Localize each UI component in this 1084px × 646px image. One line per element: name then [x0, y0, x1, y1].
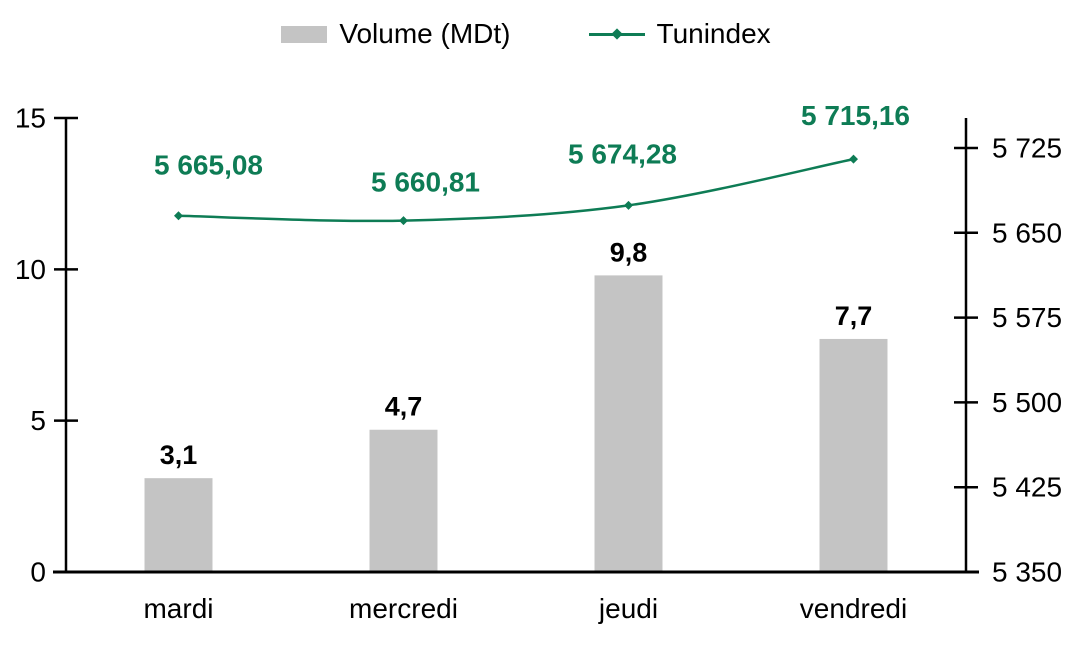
tunindex-marker-vendredi	[849, 154, 858, 164]
x-axis-category-label: vendredi	[800, 593, 907, 624]
volume-data-label: 4,7	[385, 392, 423, 422]
tunindex-marker-mardi	[174, 211, 183, 221]
tunindex-data-label: 5 660,81	[371, 167, 480, 198]
right-axis-tick-label: 5 725	[992, 133, 1062, 164]
x-axis-category-label: jeudi	[598, 593, 658, 624]
tunindex-marker-jeudi	[624, 200, 633, 210]
bar-swatch-icon	[281, 25, 328, 43]
volume-data-label: 9,8	[610, 237, 648, 267]
right-axis-tick-label: 5 350	[992, 557, 1062, 588]
left-axis-tick-label: 15	[15, 103, 46, 134]
volume-bar-mardi	[144, 478, 213, 572]
left-axis-tick-label: 10	[15, 254, 46, 285]
left-axis-tick-label: 0	[30, 557, 46, 588]
tunindex-data-label: 5 665,08	[154, 150, 263, 181]
volume-data-label: 3,1	[160, 440, 198, 470]
tunindex-line	[178, 157, 854, 223]
line-swatch-icon	[588, 28, 645, 40]
legend-label-tunindex: Tunindex	[656, 18, 771, 49]
right-axis-tick-label: 5 500	[992, 387, 1062, 418]
volume-bar-jeudi	[594, 275, 663, 572]
volume-bar-vendredi	[819, 338, 888, 572]
x-axis-category-label: mardi	[143, 593, 213, 624]
right-axis-tick-label: 5 650	[992, 217, 1062, 248]
legend-item-tunindex: Tunindex	[588, 18, 771, 49]
volume-bar-mercredi	[369, 429, 438, 572]
left-axis-tick-label: 5	[30, 405, 46, 436]
volume-data-label: 7,7	[835, 301, 873, 331]
tunindex-data-label: 5 715,16	[801, 100, 910, 131]
tunindex-data-label: 5 674,28	[568, 138, 677, 169]
legend-item-volume: Volume (MDt)	[281, 18, 511, 49]
right-axis-tick-label: 5 575	[992, 302, 1062, 333]
legend-label-volume: Volume (MDt)	[339, 18, 511, 49]
diamond-marker-icon	[610, 28, 623, 40]
x-axis-category-label: mercredi	[349, 593, 458, 624]
right-axis-tick-label: 5 425	[992, 472, 1062, 503]
chart-legend: Volume (MDt) Tunindex	[0, 20, 1068, 48]
tunindex-marker-mercredi	[399, 216, 408, 226]
